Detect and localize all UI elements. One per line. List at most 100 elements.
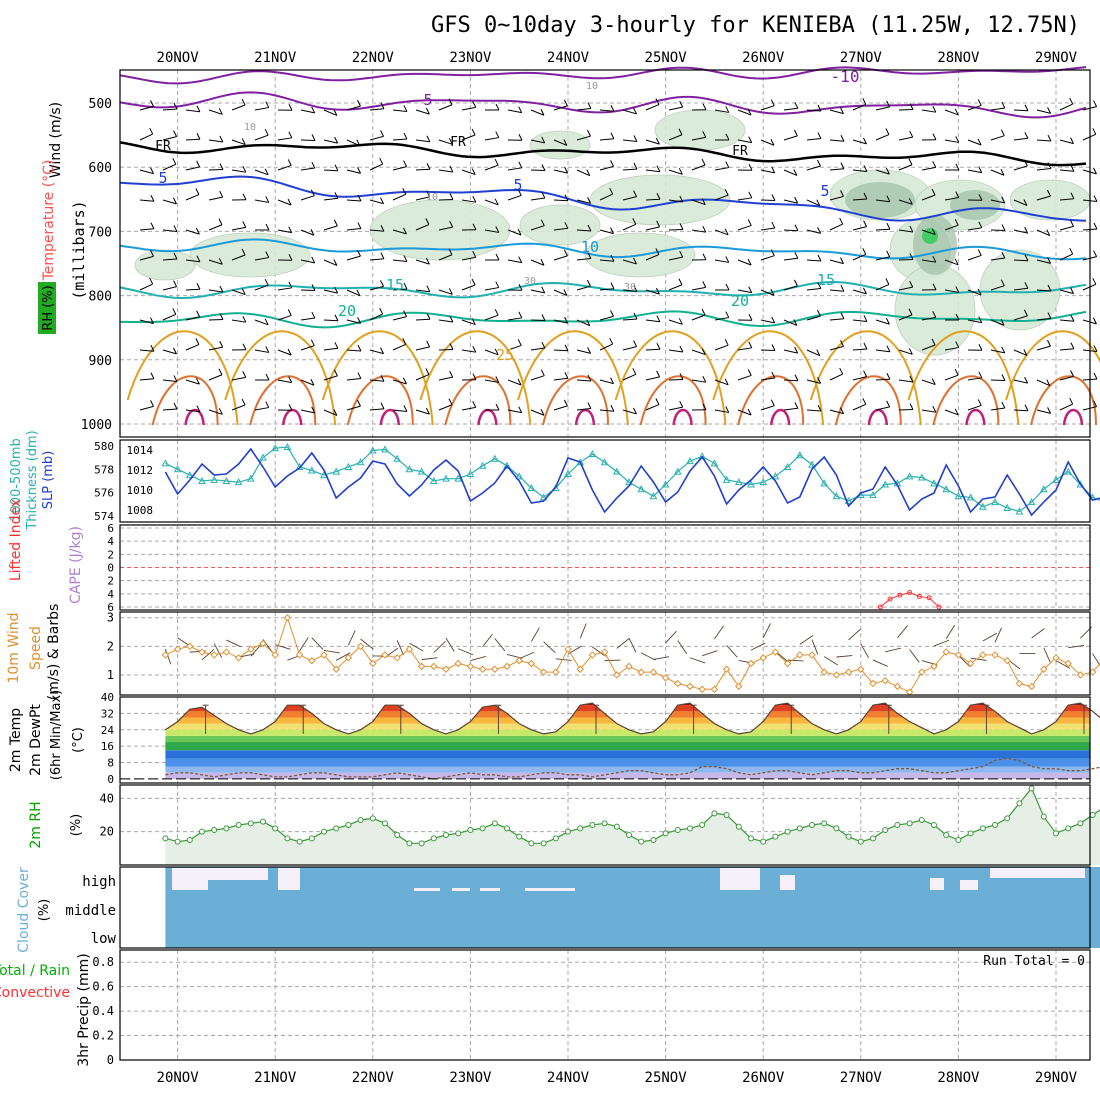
wind10-point [320,651,328,659]
wind-barb-feather [242,221,247,228]
wind-barb [967,377,982,381]
wind-barb [783,407,798,411]
wind-barb [415,409,430,415]
wind-barb-feather [380,347,384,354]
wind-barb [162,199,177,205]
wind-barb-feather [678,318,683,325]
rh-point [662,830,669,837]
wind-barb [921,409,936,413]
wind-barb-feather [564,372,569,379]
wind-barb-feather [449,370,454,378]
wind-barb [346,199,362,202]
temp-axis-label: Temperature (°C) [41,160,57,282]
wind-barb [277,164,292,171]
wind-barb-feather [587,347,592,354]
temp-band [165,766,1090,773]
temp-band [165,742,1090,751]
wind-barb-feather [219,190,224,198]
rh-point [1077,820,1084,827]
wind-barb-feather [794,252,799,259]
wind-barb [162,286,177,291]
rh-point [260,818,266,825]
wind-barb [990,319,1005,326]
thickness-point [259,453,267,461]
wind10-barb [616,638,630,649]
wind-barb [737,409,752,416]
wind-barb-feather [471,278,476,286]
wind-barb-feather [218,258,223,265]
wind-barb-feather [702,375,707,383]
wind-barb [185,109,200,113]
wind-barb [714,317,729,321]
temp-tick-label: 0 [107,773,114,786]
lifted-index-point [897,592,903,598]
wind-barb [162,408,178,411]
wind-barb [691,314,706,321]
thickness-point [686,457,694,465]
contour-label: 5 [820,182,829,200]
wind-barb [484,349,499,356]
lifted-tick-label: 2 [107,548,114,561]
cloud-gap [278,868,300,890]
wind-barb [875,169,890,175]
wind-barb-feather [448,398,453,405]
rh-point [565,828,571,835]
cloud-gap [720,868,760,890]
wind10-point [771,648,780,656]
wind10-barb [823,656,839,666]
wind-barb [967,227,982,231]
wind10-barb [640,652,656,661]
wind-barb [300,167,315,171]
wind-barb [1036,139,1052,142]
wind-barb [645,376,660,381]
wind-barb [438,319,453,323]
thickness-point [234,478,243,486]
wind-barb [162,313,176,321]
pressure-axis-label: (millibars) [70,200,88,299]
wind-barb-feather [587,279,591,287]
wind-barb-feather [472,251,477,258]
thickness-point [710,459,719,467]
wind-barb [461,319,476,326]
day-label-top: 25NOV [645,50,688,66]
wind-barb [300,109,315,114]
wind-barb [760,169,775,174]
wind-barb [553,105,568,111]
wind10-point [332,665,340,673]
wind-barb [645,319,660,323]
wind-barb-feather [288,254,293,261]
wind-barb-feather [747,369,752,376]
wind-barb-feather [333,109,338,116]
wind10-point [857,665,865,673]
wind-barb [645,226,660,231]
wind10-point [491,665,499,673]
day-label-top: 23NOV [449,50,492,66]
wind-barb-feather [748,341,753,349]
wind-barb-feather [839,367,844,375]
wind-barb [1059,348,1074,351]
wind-barb-feather [333,409,338,416]
wind10-barb [628,637,637,653]
wind-barb-feather [931,188,936,196]
contour-label: 25 [496,346,514,364]
wind10-barb [726,645,738,658]
wind10-barb [592,646,606,657]
wind10-barb [275,644,291,650]
slp-tick-label: 1012 [127,464,154,477]
wind-barb-feather [242,165,247,173]
wind-barb [461,256,476,261]
wind-barb-feather [334,192,339,199]
rh-point [504,825,510,832]
wind-barb [806,349,820,357]
contour-label: -10 [831,67,860,86]
wind-barb-feather [311,106,316,114]
wind-barb-feather [1046,229,1051,236]
wind-barb [461,284,476,291]
rh-point [931,822,937,828]
wind-barb-feather [334,286,339,294]
rh-point [272,825,279,832]
panel-frame [119,524,1091,611]
contour-label: 30 [524,276,536,287]
wind10-point [649,668,658,676]
rh-point [199,828,205,835]
